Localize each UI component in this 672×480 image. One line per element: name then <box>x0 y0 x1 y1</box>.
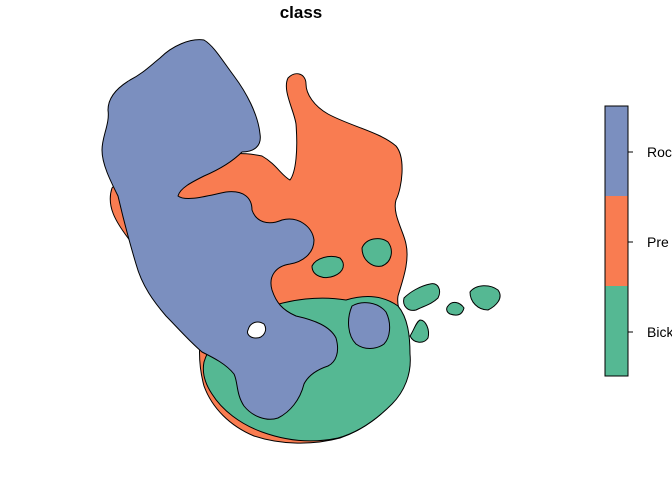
legend-swatch-roc <box>605 106 628 196</box>
legend: Roc Pre Bick <box>604 105 672 377</box>
legend-swatch-bick <box>605 286 628 376</box>
region-bicker-island-5 <box>469 285 501 311</box>
region-bicker-island-6 <box>409 319 429 343</box>
region-bicker-island-3 <box>403 283 441 311</box>
map-regions <box>101 39 501 444</box>
map-title: class <box>279 3 323 22</box>
legend-label-pre: Pre <box>647 234 669 250</box>
legend-label-bick: Bick <box>647 324 672 340</box>
legend-frame <box>604 105 629 377</box>
region-hole <box>247 321 267 339</box>
legend-swatch-pre <box>605 196 628 286</box>
region-rock-inset <box>348 302 391 349</box>
legend-label-roc: Roc <box>647 144 672 160</box>
region-bicker-island-1 <box>311 255 344 279</box>
region-rock-main <box>101 39 339 420</box>
region-bicker-island-2 <box>361 238 392 267</box>
region-bicker-island-4 <box>446 301 465 316</box>
